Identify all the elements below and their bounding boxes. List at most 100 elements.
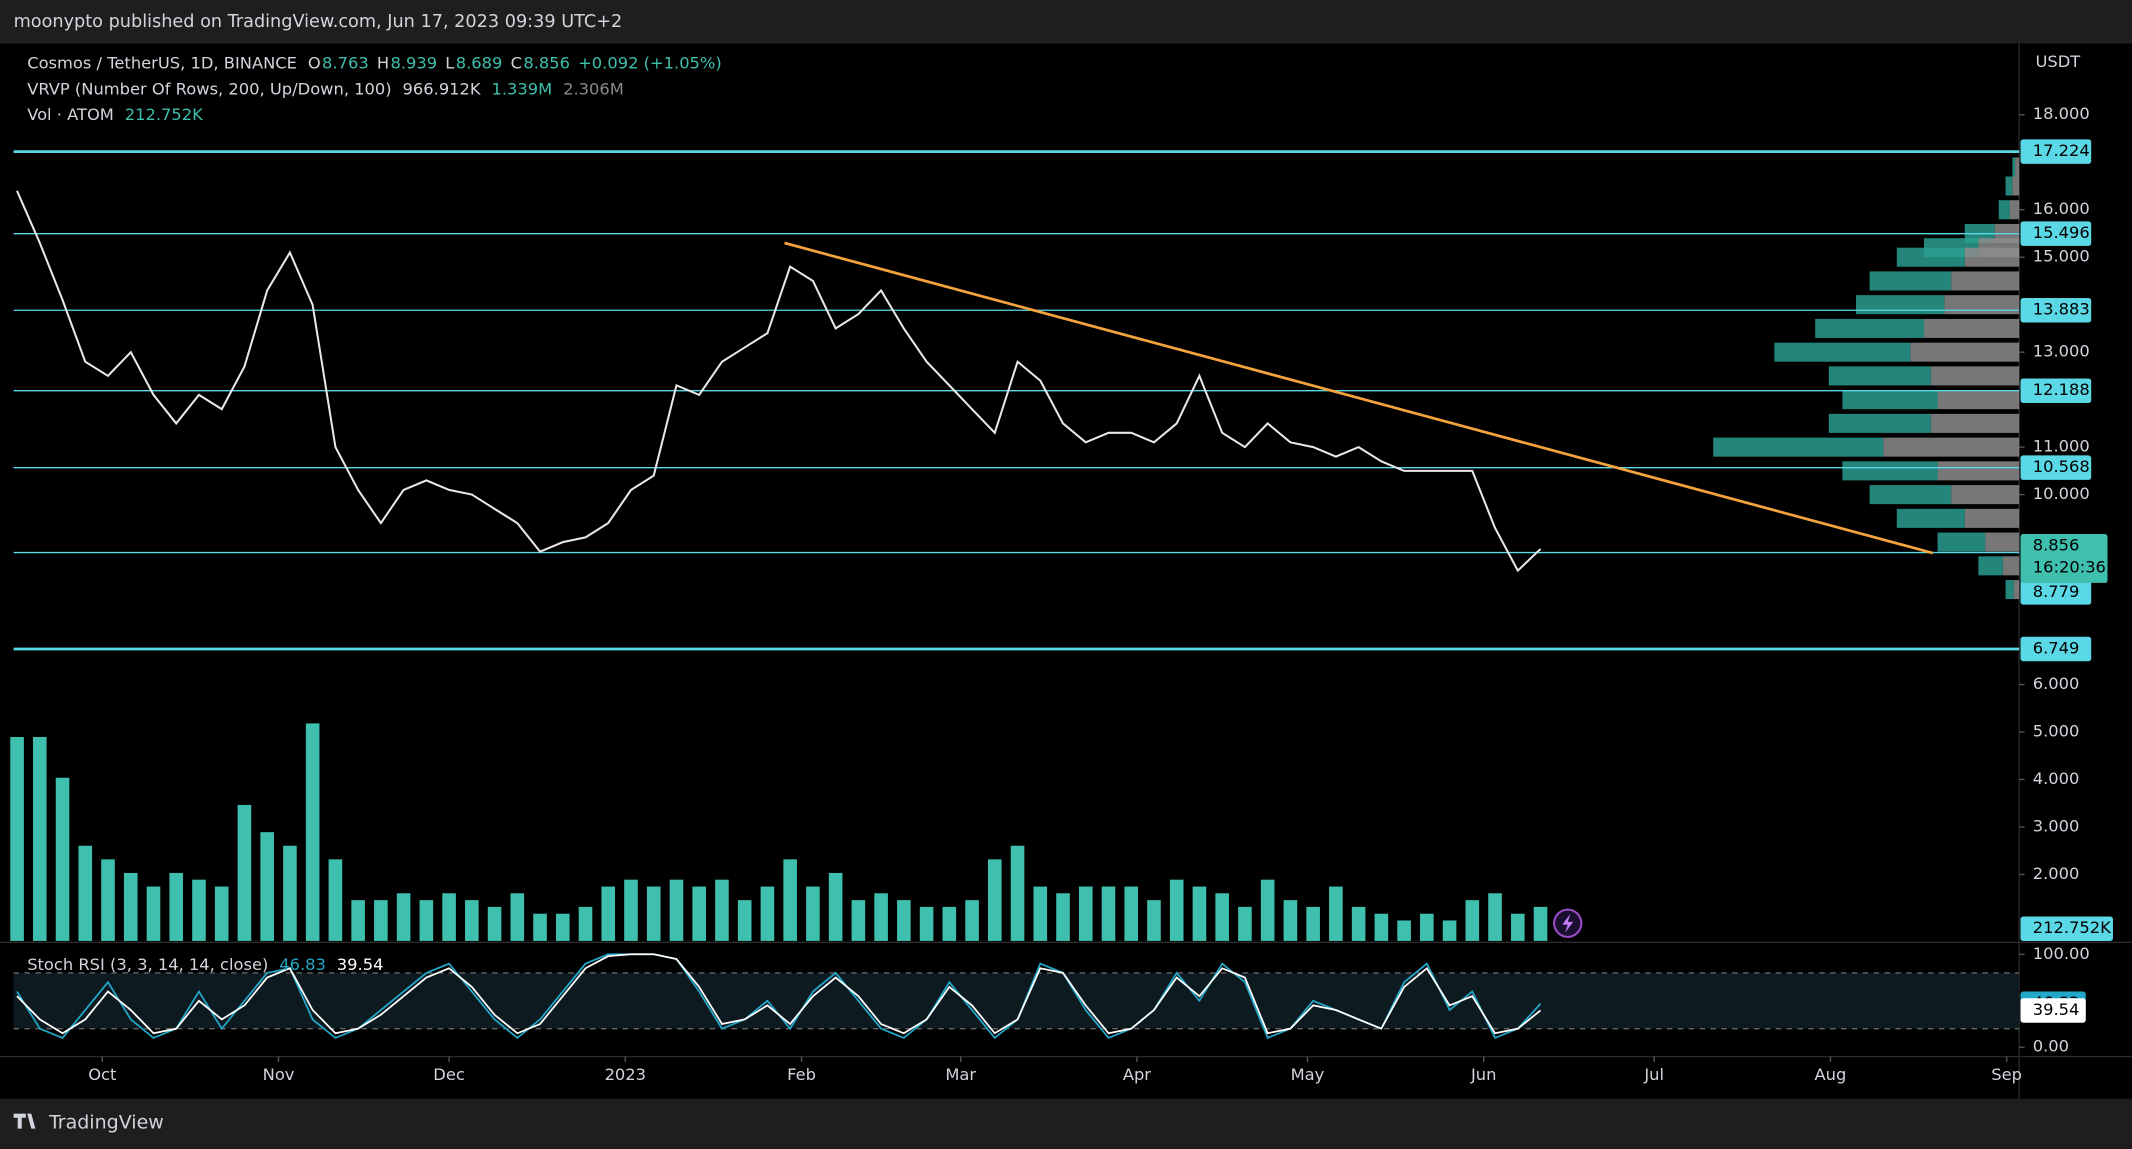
- currency: USDT: [2035, 52, 2080, 71]
- volume-bar: [169, 872, 184, 941]
- volume-bar: [55, 777, 70, 941]
- volume-bar: [806, 886, 820, 941]
- profile-up: [1978, 556, 2003, 576]
- x-tick-label: May: [1291, 1065, 1325, 1084]
- volume-bar: [1374, 913, 1389, 941]
- volume-bar: [419, 900, 434, 941]
- volume-bar: [1351, 906, 1366, 941]
- level-label: 10.568: [2033, 457, 2090, 476]
- y-tick-label: 4.000: [2033, 769, 2080, 788]
- y-tick-label: 13.000: [2033, 342, 2090, 361]
- volume-bar: [10, 736, 24, 941]
- volume-bar: [1306, 906, 1320, 941]
- stoch-label: 39.54: [2033, 1000, 2080, 1019]
- volume-bar: [1033, 886, 1048, 941]
- profile-up: [1869, 271, 1952, 291]
- profile-down: [1910, 342, 2020, 362]
- profile-up: [2005, 580, 2014, 600]
- volume-bar: [533, 913, 547, 941]
- ohlc-value: 8.939: [390, 53, 437, 72]
- x-tick-label: Dec: [433, 1065, 465, 1084]
- volume-bar: [1397, 920, 1411, 941]
- volume-bar: [760, 886, 775, 941]
- volume-bar: [305, 723, 320, 941]
- volume-bar: [578, 906, 593, 941]
- profile-up: [2012, 157, 2016, 177]
- volume-bar: [442, 893, 456, 941]
- legend: Cosmos / TetherUS, 1D, BINANCE VRVP (Num…: [27, 53, 391, 973]
- profile-down: [2015, 157, 2020, 177]
- profile-down: [1944, 295, 2020, 315]
- profile-down: [2009, 200, 2020, 220]
- stoch-name: Stoch RSI (3, 3, 14, 14, close): [27, 955, 268, 974]
- volume-name: Vol · ATOM: [27, 105, 114, 124]
- volume-bar: [1078, 886, 1093, 941]
- volume-bar: [1215, 893, 1229, 941]
- volume-bar: [1465, 900, 1480, 941]
- volume-bar: [897, 900, 911, 941]
- volume-bar: [1442, 920, 1457, 941]
- volume-bar: [624, 879, 638, 941]
- ohlc-key: L: [445, 53, 454, 72]
- volume-bar: [1329, 886, 1343, 941]
- x-tick-label: Jun: [1470, 1065, 1496, 1084]
- volume-bar: [1238, 906, 1252, 941]
- volume-bar: [942, 906, 957, 941]
- ohlc-key: O: [308, 53, 321, 72]
- price-label: 8.856: [2033, 536, 2080, 555]
- volume-bar: [874, 893, 888, 941]
- level-label-bg: [2020, 139, 2092, 164]
- level-label-bg: [2020, 580, 2092, 605]
- profile-down: [2012, 176, 2020, 196]
- profile-up: [1998, 200, 2010, 220]
- volume-bar: [1169, 879, 1184, 941]
- volume-bar: [32, 736, 47, 941]
- profile-up: [2005, 176, 2013, 196]
- volume-bar: [715, 879, 729, 941]
- volume-bar: [465, 900, 479, 941]
- level-label: 8.779: [2033, 582, 2080, 601]
- vrvp-value: 966.912K: [403, 79, 482, 98]
- level-label-bg: [2020, 221, 2092, 246]
- alert-bolt: [1562, 913, 1574, 933]
- y-tick-label: 15.000: [2033, 247, 2090, 266]
- volume-bar: [692, 886, 707, 941]
- level-label-bg: [2020, 298, 2092, 323]
- y-tick-label: 3.000: [2033, 816, 2080, 835]
- profile-up: [1774, 342, 1911, 362]
- profile-down: [1964, 508, 2020, 528]
- volume-bar: [283, 845, 297, 941]
- profile-down: [2002, 556, 2020, 576]
- level-label-bg: [2020, 636, 2092, 662]
- volume-bar: [965, 900, 979, 941]
- volume-bar: [783, 859, 797, 941]
- change: +0.092 (+1.05%): [578, 53, 722, 72]
- profile-down: [1951, 485, 2020, 505]
- volume-bar: [260, 832, 274, 941]
- publisher: moonypto published on TradingView.com, J…: [14, 12, 623, 32]
- volume-bar: [1488, 893, 1502, 941]
- profile-up: [1815, 318, 1924, 338]
- level-label-bg: [2020, 378, 2092, 403]
- y-tick-label: 11.000: [2033, 437, 2090, 456]
- price-label-bg: [2020, 533, 2108, 583]
- profile-down: [1964, 247, 2020, 267]
- y-tick-label: 18.000: [2033, 104, 2090, 123]
- volume-label-bg: [2020, 916, 2113, 941]
- profile-up: [1896, 508, 1965, 528]
- volume-bar: [214, 886, 229, 941]
- volume-bar: [1147, 900, 1161, 941]
- profile-up: [1828, 413, 1931, 433]
- x-tick-label: 2023: [605, 1065, 646, 1084]
- stoch-legend-value: 39.54: [337, 955, 384, 974]
- profile-down: [1951, 271, 2020, 291]
- volume-bar: [601, 886, 616, 941]
- trendline: [784, 241, 1934, 555]
- y-tick-label: 6.000: [2033, 674, 2080, 693]
- x-tick-label: Nov: [263, 1065, 295, 1084]
- vrvp-value: 2.306M: [563, 79, 624, 98]
- bottom-bar: [0, 1098, 2132, 1149]
- ohlc-key: H: [377, 53, 389, 72]
- stoch-tick-label: 100.00: [2033, 944, 2090, 963]
- profile-down: [1923, 318, 2020, 338]
